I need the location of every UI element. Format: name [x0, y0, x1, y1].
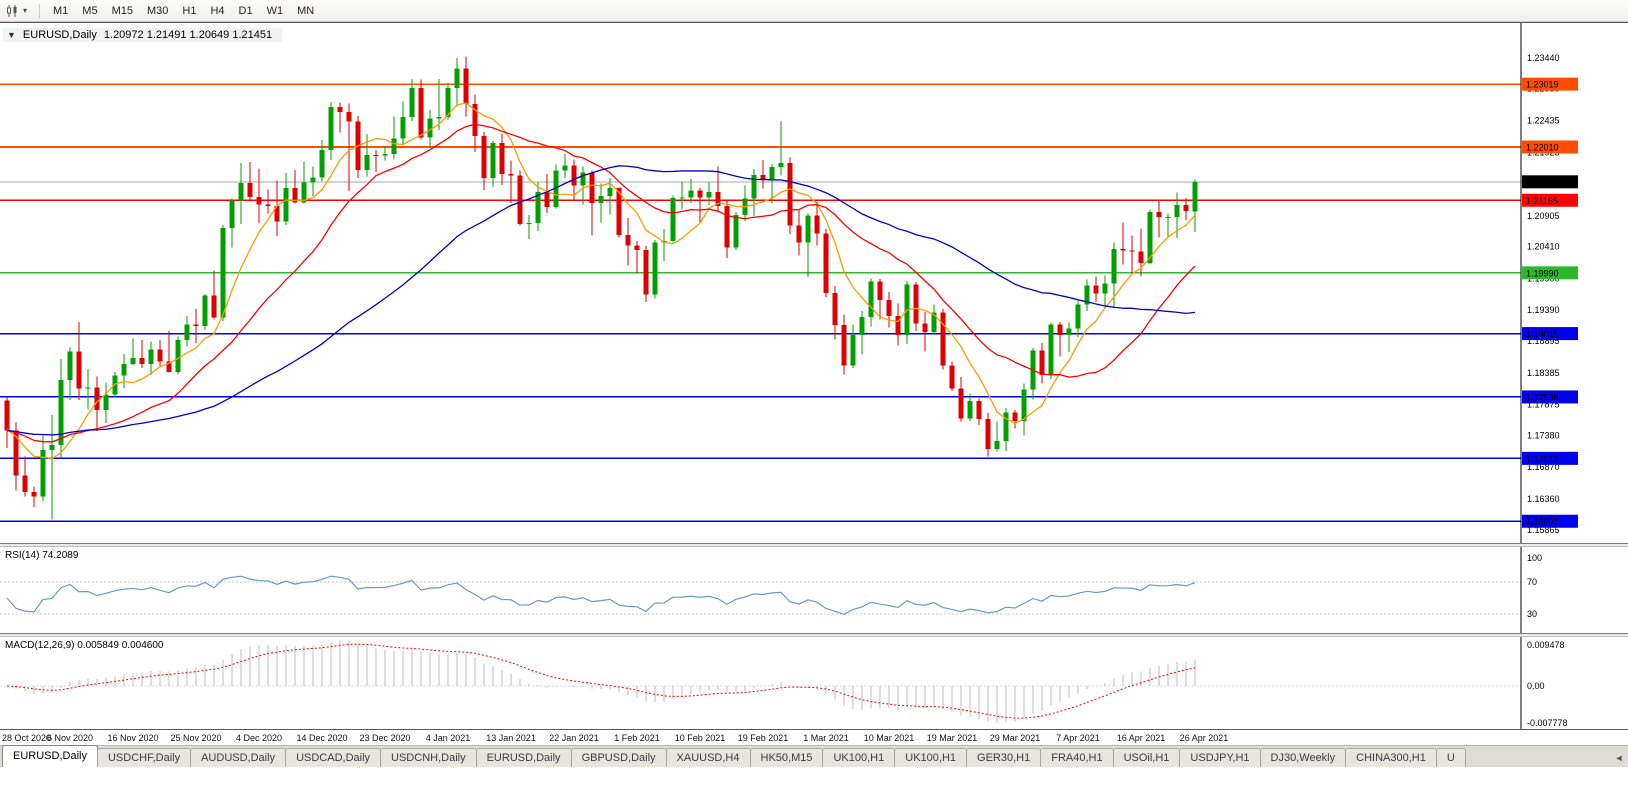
date-label: 1 Mar 2021 — [803, 733, 849, 743]
chart-tab-eurusd-daily[interactable]: EURUSD,Daily — [2, 745, 98, 767]
timeframe-button-m5[interactable]: M5 — [82, 4, 98, 17]
chart-tab-usoil-h1[interactable]: USOil,H1 — [1112, 748, 1181, 767]
svg-text:1.17998: 1.17998 — [1526, 392, 1559, 402]
svg-text:1.18895: 1.18895 — [1527, 336, 1560, 346]
macd-panel-wrap: 0.009478 0.00 -0.007778 MACD(12,26,9) 0.00… — [0, 637, 1628, 729]
date-label: 13 Jan 2021 — [486, 733, 536, 743]
date-label: 10 Mar 2021 — [863, 733, 915, 743]
chart-tab-eurusd-daily[interactable]: EURUSD,Daily — [475, 748, 572, 767]
toolbar: ▾ M1 M5 M15 M30 H1 H4 D1 W1 MN — [0, 0, 1628, 22]
svg-text:1.16870: 1.16870 — [1527, 462, 1560, 472]
date-label: 29 Mar 2021 — [989, 733, 1041, 743]
svg-text:100: 100 — [1527, 553, 1542, 563]
chart-symbol-label: EURUSD,Daily — [22, 29, 97, 41]
price-panel: 1.234401.229501.224351.219251.214151.209… — [0, 23, 1628, 543]
chart-tab-fra40-h1[interactable]: FRA40,H1 — [1040, 748, 1114, 767]
bottom-filler — [0, 767, 1628, 796]
chart-tab-dj30-weekly[interactable]: DJ30,Weekly — [1259, 748, 1347, 767]
date-label: 25 Nov 2020 — [170, 733, 222, 743]
svg-text:1.16360: 1.16360 — [1527, 494, 1560, 504]
date-label: 28 Oct 2020 — [2, 733, 52, 743]
date-label: 1 Feb 2021 — [614, 733, 660, 743]
macd-chart[interactable]: 0.009478 0.00 -0.007778 — [0, 637, 1628, 729]
svg-text:1.17012: 1.17012 — [1526, 454, 1559, 464]
rsi-chart[interactable]: 100 70 30 — [0, 547, 1628, 633]
date-label: 19 Mar 2021 — [926, 733, 978, 743]
timeframe-button-d1[interactable]: D1 — [238, 4, 253, 17]
svg-text:1.23019: 1.23019 — [1526, 80, 1559, 90]
rsi-indicator-label: RSI(14) 74.2089 — [5, 550, 79, 561]
timeframe-button-w1[interactable]: W1 — [266, 4, 284, 17]
tab-scroll-left-icon[interactable]: ◄ — [1614, 753, 1624, 763]
date-label: 16 Apr 2021 — [1116, 733, 1166, 743]
chart-tab-uk100-h1[interactable]: UK100,H1 — [894, 748, 968, 767]
chart-tab-ger30-h1[interactable]: GER30,H1 — [966, 748, 1042, 767]
chart-type-dropdown-icon[interactable]: ▾ — [23, 6, 28, 15]
timeframe-button-m1[interactable]: M1 — [53, 4, 69, 17]
chart-tab-xauusd-h4[interactable]: XAUUSD,H4 — [665, 748, 751, 767]
svg-text:1.19990: 1.19990 — [1526, 268, 1559, 278]
timeframe-button-mn[interactable]: MN — [297, 4, 315, 17]
toolbar-separator — [39, 3, 40, 18]
date-label: 16 Nov 2020 — [107, 733, 159, 743]
date-label: 7 Apr 2021 — [1056, 733, 1100, 743]
time-axis[interactable]: 28 Oct 2020 6 Nov 2020 16 Nov 2020 25 Nov 2… — [0, 729, 1628, 745]
collapse-panel-icon[interactable]: ▼ — [7, 30, 16, 40]
chart-tab-hk50-m15[interactable]: HK50,M15 — [749, 748, 824, 767]
svg-text:1.18385: 1.18385 — [1527, 368, 1560, 378]
timeframe-button-m30[interactable]: M30 — [146, 4, 169, 17]
svg-text:1.17875: 1.17875 — [1527, 400, 1560, 410]
date-label: 4 Jan 2021 — [425, 733, 471, 743]
svg-text:1.15865: 1.15865 — [1527, 525, 1560, 535]
date-label: 4 Dec 2020 — [235, 733, 283, 743]
candlestick-chart-icon[interactable] — [4, 3, 22, 19]
svg-text:1.19015: 1.19015 — [1526, 329, 1559, 339]
date-label: 23 Dec 2020 — [359, 733, 411, 743]
chart-tab-strip: EURUSD,Daily USDCHF,Daily AUDUSD,Daily USDC… — [2, 745, 1628, 767]
svg-text:1.23440: 1.23440 — [1527, 53, 1560, 63]
chart-ohlc-values: 1.20972 1.21491 1.20649 1.21451 — [103, 29, 273, 41]
chart-tab-audusd-daily[interactable]: AUDUSD,Daily — [190, 748, 287, 767]
date-label: 6 Nov 2020 — [46, 733, 94, 743]
svg-text:1.21451: 1.21451 — [1526, 177, 1559, 187]
chart-tab-usdchf-daily[interactable]: USDCHF,Daily — [96, 748, 192, 767]
svg-text:-0.007778: -0.007778 — [1527, 718, 1568, 728]
svg-text:1.19390: 1.19390 — [1527, 305, 1560, 315]
chart-tab-gbpusd-daily[interactable]: GBPUSD,Daily — [570, 748, 667, 767]
timeframe-button-group: M1 M5 M15 M30 H1 H4 D1 W1 MN — [46, 3, 321, 19]
svg-text:1.22010: 1.22010 — [1526, 142, 1559, 152]
chart-tab-bar: EURUSD,Daily USDCHF,Daily AUDUSD,Daily USDC… — [0, 745, 1628, 767]
panel-splitter[interactable] — [0, 543, 1628, 547]
chart-tab-china300-h1[interactable]: CHINA300,H1 — [1345, 748, 1437, 767]
date-label: 22 Jan 2021 — [549, 733, 599, 743]
chart-title: ▼ EURUSD,Daily 1.20972 1.21491 1.20649 1… — [3, 28, 283, 42]
timeframe-button-h1[interactable]: H1 — [182, 4, 197, 17]
svg-text:1.20905: 1.20905 — [1527, 211, 1560, 221]
macd-indicator-label: MACD(12,26,9) 0.005849 0.004600 — [5, 640, 164, 651]
date-label: 14 Dec 2020 — [296, 733, 348, 743]
panel-splitter[interactable] — [0, 633, 1628, 637]
svg-text:1.22435: 1.22435 — [1527, 116, 1560, 126]
svg-text:30: 30 — [1527, 609, 1537, 619]
timeframe-button-h4[interactable]: H4 — [210, 4, 225, 17]
chart-tab-usdcnh-daily[interactable]: USDCNH,Daily — [380, 748, 477, 767]
price-chart[interactable]: 1.234401.229501.224351.219251.214151.209… — [0, 23, 1628, 543]
chart-tab-u[interactable]: U — [1435, 748, 1466, 767]
chart-tab-uk100-h1[interactable]: UK100,H1 — [822, 748, 896, 767]
svg-text:1.17380: 1.17380 — [1527, 430, 1560, 440]
svg-text:1.21155: 1.21155 — [1526, 196, 1558, 206]
svg-text:1.16003: 1.16003 — [1526, 517, 1559, 527]
chart-tab-usdcad-daily[interactable]: USDCAD,Daily — [285, 748, 382, 767]
timeframe-button-m15[interactable]: M15 — [111, 4, 133, 17]
svg-text:0.00: 0.00 — [1527, 681, 1545, 691]
chart-tab-usdjpy-h1[interactable]: USDJPY,H1 — [1179, 748, 1261, 767]
svg-text:1.20410: 1.20410 — [1527, 242, 1560, 252]
rsi-panel-wrap: 100 70 30 RSI(14) 74.2089 — [0, 547, 1628, 633]
date-label: 10 Feb 2021 — [674, 733, 726, 743]
date-label: 19 Feb 2021 — [737, 733, 789, 743]
chart-window: 1.234401.229501.224351.219251.214151.209… — [0, 22, 1628, 745]
date-label: 26 Apr 2021 — [1179, 733, 1229, 743]
svg-text:0.009478: 0.009478 — [1527, 640, 1565, 650]
svg-text:70: 70 — [1527, 577, 1537, 587]
